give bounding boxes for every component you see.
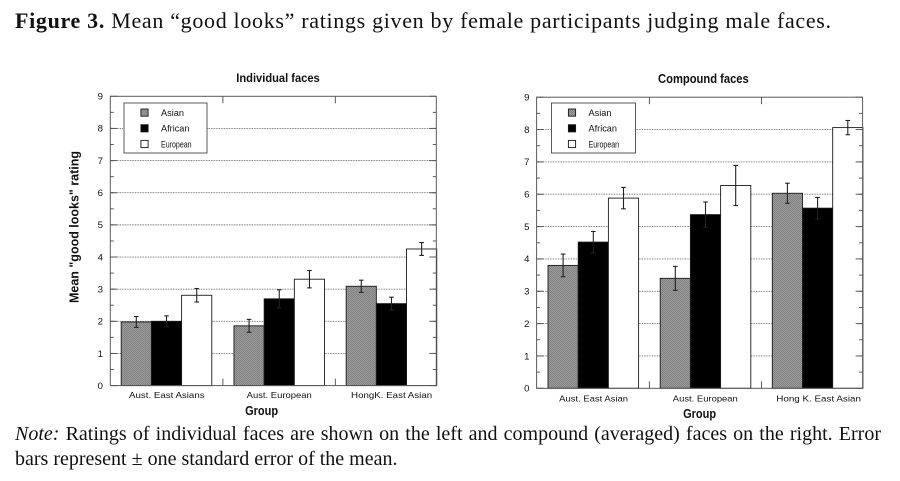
svg-text:7: 7 [524,157,529,168]
svg-text:Aust. European: Aust. European [247,390,312,400]
svg-text:6: 6 [524,190,529,201]
svg-text:2: 2 [98,317,103,328]
svg-text:4: 4 [524,254,530,265]
svg-text:0: 0 [98,381,103,392]
svg-text:3: 3 [524,287,529,298]
svg-text:3: 3 [98,284,103,295]
svg-text:African: African [589,124,618,134]
svg-text:Individual faces: Individual faces [236,71,319,85]
svg-text:7: 7 [98,156,103,167]
svg-text:Aust. East Asian: Aust. East Asian [559,394,628,404]
svg-text:Mean "good looks" rating: Mean "good looks" rating [67,151,82,303]
svg-text:European: European [589,139,620,149]
svg-text:1: 1 [524,351,529,362]
svg-text:Group: Group [683,406,716,421]
svg-text:Compound faces: Compound faces [658,71,749,86]
svg-text:8: 8 [98,124,103,135]
svg-text:8: 8 [524,125,529,136]
svg-text:4: 4 [98,252,104,263]
svg-text:Aust. East Asians: Aust. East Asians [129,390,205,400]
svg-text:HongK. East Asian: HongK. East Asian [351,390,432,400]
svg-text:5: 5 [98,220,103,231]
svg-text:9: 9 [524,93,529,104]
svg-text:Asian: Asian [589,108,612,118]
svg-text:Hong K. East Asian: Hong K. East Asian [776,394,861,404]
svg-text:Asian: Asian [161,108,184,118]
svg-text:9: 9 [98,92,103,103]
svg-text:6: 6 [98,188,103,199]
svg-text:Group: Group [245,403,278,418]
svg-text:1: 1 [98,349,103,360]
svg-text:0: 0 [524,384,529,395]
svg-text:2: 2 [524,319,529,330]
svg-text:African: African [161,124,190,134]
svg-text:European: European [161,139,192,149]
svg-text:5: 5 [524,222,529,233]
svg-text:Aust. European: Aust. European [673,394,738,404]
